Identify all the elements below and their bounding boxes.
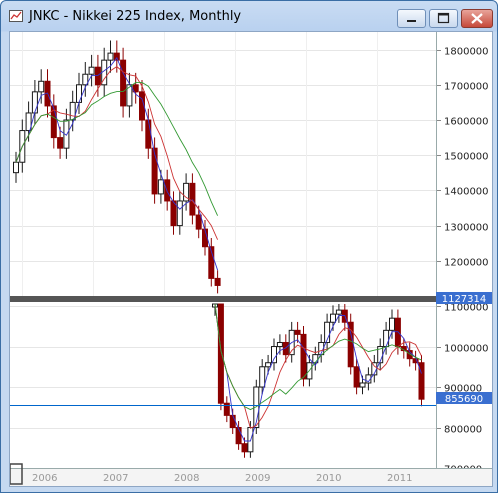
upper-price-tick-label: 1700000 xyxy=(444,82,489,93)
upper-price-tick-label: 1300000 xyxy=(444,223,489,234)
chart-canvas[interactable]: 1800000 1700000 1600000 1500000 1400000 13000… xyxy=(10,32,492,486)
candle-down xyxy=(223,402,230,416)
candle-up xyxy=(335,309,342,315)
candle-up xyxy=(389,317,395,331)
candle-up xyxy=(383,329,390,348)
candle-up xyxy=(157,179,164,195)
candle-up xyxy=(276,341,283,348)
time-tick-label: 2009 xyxy=(245,473,270,484)
candle-up xyxy=(271,346,277,364)
upper-price-tick-label: 1200000 xyxy=(444,258,489,269)
time-tick-label: 2010 xyxy=(316,473,341,484)
time-tick-label: 2011 xyxy=(387,473,412,484)
candle-up xyxy=(76,84,82,103)
maximize-icon xyxy=(437,12,450,24)
lower-price-tick-label: 900000 xyxy=(444,384,482,395)
candle-down xyxy=(235,427,242,445)
candle-down xyxy=(132,84,139,93)
ma-line-slow xyxy=(214,303,422,411)
candle-down xyxy=(241,443,248,453)
candle-down xyxy=(300,333,307,380)
lower-price-marker-label: 855690 xyxy=(445,394,483,405)
upper-price-tick-label: 1800000 xyxy=(444,47,489,58)
candle-down xyxy=(229,414,236,429)
candle-down xyxy=(113,52,120,61)
candle-down xyxy=(151,147,158,195)
candle-down xyxy=(294,329,301,335)
lower-price-tick-label: 800000 xyxy=(444,425,482,436)
candle-down xyxy=(217,303,224,404)
candle-up xyxy=(330,313,336,323)
upper-price-tick-label: 1400000 xyxy=(444,187,489,198)
candle-up xyxy=(324,321,331,343)
minimize-button[interactable] xyxy=(397,9,426,28)
candle-up xyxy=(183,182,190,202)
window-title: JNKC - Nikkei 225 Index, Monthly xyxy=(29,9,242,24)
lower-price-marker xyxy=(436,392,492,404)
candle-down xyxy=(170,200,177,227)
ma-line-fast xyxy=(15,56,219,271)
title-bar[interactable]: JNKC - Nikkei 225 Index, Monthly xyxy=(1,1,497,31)
candle-up xyxy=(107,52,114,61)
upper-price-axis: 1800000 1700000 1600000 1500000 1400000 13000… xyxy=(436,47,489,269)
chart-app-icon xyxy=(9,10,23,22)
candle-up xyxy=(31,91,38,114)
lower-price-tick-label: 1100000 xyxy=(444,303,489,314)
candle-up xyxy=(25,112,32,132)
time-tick-label: 2007 xyxy=(103,473,128,484)
ma-line-mid xyxy=(15,66,219,240)
candle-down xyxy=(120,59,127,107)
candle-up xyxy=(63,119,70,149)
ma-line-mid xyxy=(214,303,422,429)
time-tick-label: 2006 xyxy=(32,473,57,484)
chart-area[interactable]: 1800000 1700000 1600000 1500000 1400000 13000… xyxy=(9,31,493,487)
upper-price-marker-label: 1127314 xyxy=(442,294,487,305)
pane-separator[interactable] xyxy=(10,296,436,302)
candle-down xyxy=(195,214,202,230)
ma-line-slow xyxy=(15,82,219,216)
candle-down xyxy=(94,66,101,86)
candle-down xyxy=(145,119,152,149)
candle-up xyxy=(82,73,89,86)
candle-down xyxy=(214,277,221,286)
upper-pane[interactable] xyxy=(10,32,436,296)
candle-up xyxy=(13,161,19,174)
candle-up xyxy=(176,200,183,227)
candle-down xyxy=(353,366,360,388)
candle-up xyxy=(88,66,95,75)
minimize-icon xyxy=(407,20,416,22)
candle-down xyxy=(418,362,425,400)
close-button[interactable] xyxy=(461,9,493,28)
candle-up xyxy=(38,80,45,93)
lower-price-axis: 11000001000000900000800000700000 xyxy=(436,303,489,476)
lower-price-tick-label: 1000000 xyxy=(444,344,489,355)
time-axis xyxy=(10,468,492,486)
candle-up xyxy=(259,366,266,388)
time-tick-label: 2008 xyxy=(174,473,199,484)
upper-price-tick-label: 1500000 xyxy=(444,152,489,163)
candle-down xyxy=(57,137,64,149)
scroll-handle[interactable] xyxy=(10,463,23,485)
upper-price-marker xyxy=(436,292,492,304)
time-axis-labels: 2006 2007 2008 2009 2010 2011 xyxy=(32,473,412,484)
candle-down xyxy=(189,182,196,216)
candle-up xyxy=(69,101,76,121)
candle-up xyxy=(359,382,366,388)
maximize-button[interactable] xyxy=(429,9,458,28)
close-icon xyxy=(471,13,483,24)
candle-up xyxy=(265,362,272,368)
candle-up xyxy=(253,386,260,429)
candle-down xyxy=(412,358,419,364)
candle-down xyxy=(50,105,57,139)
candle-down xyxy=(208,246,215,279)
upper-price-tick-label: 1600000 xyxy=(444,117,489,128)
lower-candles xyxy=(10,303,436,458)
candle-up xyxy=(126,84,133,107)
upper-candles xyxy=(13,40,221,294)
